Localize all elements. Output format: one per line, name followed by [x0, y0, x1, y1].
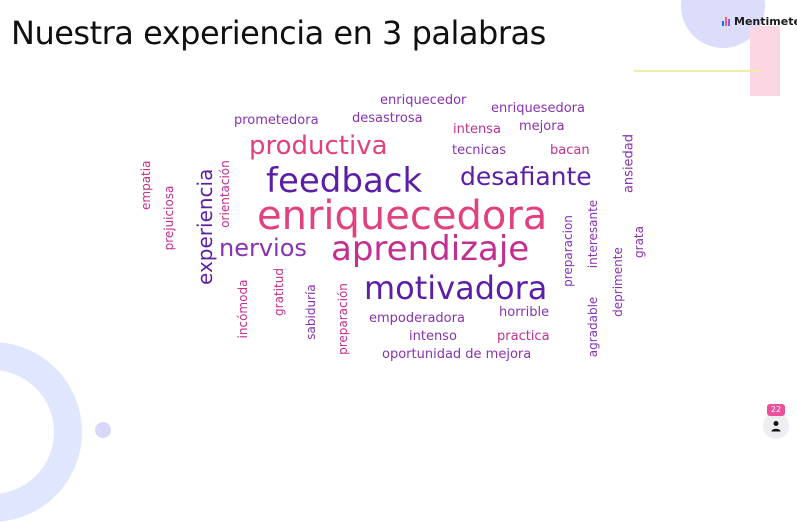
decor-dot-bottom-left — [95, 422, 111, 438]
decor-bar-top-right — [750, 26, 780, 96]
word: practica — [497, 329, 550, 344]
mentimeter-logo-icon — [722, 17, 730, 26]
word: desafiante — [460, 162, 592, 191]
word: gratitud — [272, 268, 286, 316]
word: ansiedad — [621, 133, 637, 194]
word: preparacion — [561, 215, 575, 287]
word: interesante — [586, 199, 600, 269]
word: nervios — [219, 234, 307, 262]
word: aprendizaje — [331, 229, 530, 269]
participants-button[interactable] — [763, 413, 789, 439]
word: incómoda — [236, 279, 250, 339]
slide-title: Nuestra experiencia en 3 palabras — [11, 14, 546, 52]
brand-name: Mentimeter — [734, 15, 797, 28]
word: feedback — [266, 161, 423, 201]
word: horrible — [499, 305, 550, 320]
word: deprimente — [611, 247, 625, 317]
word: oportunidad de mejora — [382, 347, 532, 362]
decor-line — [634, 70, 762, 72]
word: productiva — [249, 131, 388, 161]
word: bacan — [550, 143, 590, 158]
word: preparación — [336, 283, 350, 355]
word: orientación — [218, 160, 232, 228]
word: desastrosa — [352, 111, 423, 126]
word: mejora — [519, 119, 565, 134]
word: enriquecedor — [380, 93, 467, 108]
decor-ring-bottom-left — [0, 342, 82, 522]
person-icon — [771, 421, 781, 432]
word: prometedora — [234, 113, 319, 128]
word: tecnicas — [452, 143, 506, 158]
word: empoderadora — [369, 311, 465, 326]
word: sabiduría — [304, 284, 318, 340]
word: motivadora — [364, 269, 548, 307]
word: agradable — [586, 296, 600, 358]
word: intensa — [453, 122, 501, 137]
word: grata — [632, 226, 646, 258]
word: empatia — [139, 160, 153, 210]
word: enriquesedora — [491, 101, 585, 116]
brand-logo: Mentimeter — [722, 15, 797, 28]
word: experiencia — [193, 168, 217, 285]
word: enriquecedora — [257, 193, 548, 239]
word: prejuiciosa — [162, 185, 176, 251]
response-count-badge: 22 — [767, 404, 785, 416]
word: intenso — [409, 329, 457, 344]
